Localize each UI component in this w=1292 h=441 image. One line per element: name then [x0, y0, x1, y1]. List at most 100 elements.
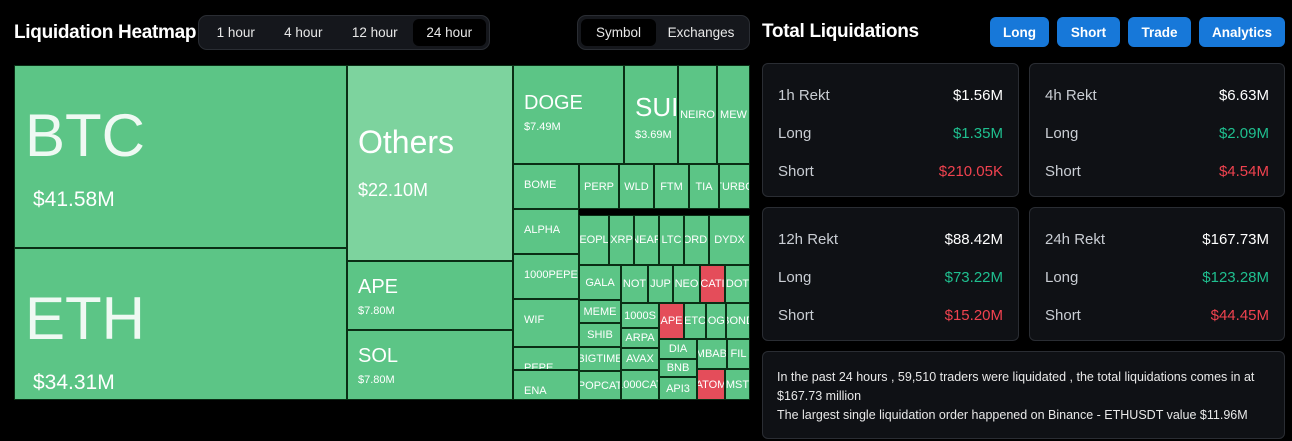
heatmap-tile[interactable]: DOGS [706, 303, 726, 339]
heatmap-tile[interactable]: 1000CAT [621, 370, 659, 400]
heatmap-tile[interactable]: AVAX [621, 348, 659, 370]
long-label: Long [778, 125, 812, 142]
tab-24-hour[interactable]: 24 hour [412, 19, 487, 46]
heatmap-tile[interactable]: BOME [513, 164, 579, 209]
heatmap-tile[interactable]: BNB [659, 359, 697, 377]
heatmap-tile[interactable]: DIA [659, 339, 697, 359]
heatmap-tile[interactable]: ATOM [697, 369, 725, 400]
short-label: Short [778, 163, 814, 180]
heatmap-tile[interactable]: Others $22.10M [347, 65, 513, 261]
heatmap-tile[interactable]: BOND [726, 303, 750, 339]
heatmap-tile[interactable]: NEIRO [678, 65, 717, 164]
heatmap-tile[interactable]: FIL [727, 339, 750, 369]
total-value: $6.63M [1218, 87, 1269, 104]
heatmap-tile[interactable]: TIA [689, 164, 719, 209]
heatmap-tile[interactable]: ETC [684, 303, 706, 339]
heatmap-tile[interactable]: 1000PEPE [513, 254, 579, 299]
long-button[interactable]: Long [990, 17, 1049, 47]
heatmap-tile[interactable]: ALPHA [513, 209, 579, 254]
tile-value: $7.49M [524, 121, 561, 133]
heatmap-tile[interactable]: BTC $41.58M [14, 65, 347, 248]
tile-symbol: ATOM [697, 378, 725, 391]
heatmap-tile[interactable]: ENA [513, 370, 579, 400]
tile-symbol: NEIRO [680, 108, 715, 121]
tab-4-hour[interactable]: 4 hour [284, 25, 323, 40]
tile-symbol: DYDX [714, 234, 745, 246]
total-liquidations-title: Total Liquidations [762, 21, 919, 42]
tile-symbol: BOND [727, 315, 749, 327]
tile-symbol: WLD [624, 180, 649, 193]
tile-value: $7.80M [358, 374, 395, 386]
heatmap-tile[interactable]: APE [659, 303, 684, 339]
tile-symbol: LTC [661, 234, 682, 246]
analytics-button[interactable]: Analytics [1199, 17, 1285, 47]
card-1h-rekt: 1h Rekt $1.56M Long $1.35M Short $210.05K [762, 63, 1019, 197]
heatmap-tile[interactable]: SOL $7.80M [347, 330, 513, 400]
tile-symbol: ARPA [625, 332, 655, 344]
trade-button[interactable]: Trade [1128, 17, 1191, 47]
heatmap-tile[interactable]: DOT [725, 265, 750, 303]
heatmap-tile[interactable]: PERP [579, 164, 619, 209]
heatmap-tile[interactable]: WLD [619, 164, 654, 209]
heatmap-tile[interactable]: PEOPLE [579, 215, 609, 265]
heatmap-tile[interactable]: DYDX [709, 215, 750, 265]
heatmap-tile[interactable]: WIF [513, 299, 579, 347]
heatmap-tile[interactable]: POPCAT [579, 371, 621, 400]
heatmap-tile[interactable]: GALA [579, 265, 621, 300]
tile-value: $34.31M [33, 371, 115, 394]
heatmap-tile[interactable]: 1MBABY [697, 339, 727, 369]
tile-symbol: ETH [25, 285, 145, 352]
heatmap-tile[interactable]: DOGE $7.49M [513, 65, 624, 164]
heatmap-tile[interactable]: LTC [659, 215, 684, 265]
heatmap-tile[interactable]: SUI $3.69M [624, 65, 678, 164]
heatmap-tile[interactable]: MEW [717, 65, 750, 164]
heatmap-tile[interactable]: TURBO [719, 164, 750, 209]
total-value: $1.56M [952, 87, 1003, 104]
heatmap-tile[interactable]: API3 [659, 377, 697, 400]
view-tabs: Symbol Exchanges [577, 15, 750, 50]
heatmap-tile[interactable]: NEAR [634, 215, 659, 265]
period-label: 4h Rekt [1045, 87, 1097, 104]
short-label: Short [1045, 163, 1081, 180]
tile-symbol: 1000S [624, 309, 656, 322]
card-12h-rekt: 12h Rekt $88.42M Long $73.22M Short $15.20M [762, 207, 1019, 341]
heatmap-tile[interactable]: ARPA [621, 328, 659, 348]
heatmap-tile[interactable]: BIGTIME [579, 347, 621, 371]
liquidation-heatmap: BTC $41.58M ETH $34.31M Others $22.10M APE $7.8… [14, 65, 750, 400]
tab-1-hour[interactable]: 1 hour [216, 25, 255, 40]
heatmap-tile[interactable]: SHIB [579, 323, 621, 347]
tile-symbol: SUI [635, 92, 678, 122]
tile-symbol: API3 [666, 382, 690, 395]
long-label: Long [1045, 125, 1079, 142]
tile-symbol: HMSTR [725, 378, 750, 391]
heatmap-tile[interactable]: MEME [579, 300, 621, 323]
summary-line-2: The largest single liquidation order hap… [777, 408, 1248, 422]
long-value: $1.35M [952, 125, 1003, 142]
heatmap-tile[interactable]: APE $7.80M [347, 261, 513, 330]
tile-symbol: POPCAT [579, 379, 621, 392]
tile-symbol: ENA [524, 385, 547, 397]
heatmap-tile[interactable]: JUP [648, 265, 673, 303]
short-label: Short [1045, 307, 1081, 324]
heatmap-tile[interactable]: ORDI [684, 215, 709, 265]
heatmap-tile[interactable]: ETH $34.31M [14, 248, 347, 400]
tile-symbol: NOT [622, 278, 647, 290]
heatmap-tile[interactable]: FTM [654, 164, 689, 209]
tile-symbol: SHIB [587, 329, 613, 341]
tile-symbol: AVAX [626, 353, 654, 365]
total-value: $88.42M [944, 231, 1003, 248]
heatmap-tile[interactable]: 1000S [621, 303, 659, 328]
card-4h-rekt: 4h Rekt $6.63M Long $2.09M Short $4.54M [1029, 63, 1285, 197]
heatmap-tile[interactable]: HMSTR [725, 369, 750, 400]
tab-symbol[interactable]: Symbol [581, 19, 657, 46]
tab-exchanges[interactable]: Exchanges [667, 25, 735, 40]
heatmap-tile[interactable]: XRP [609, 215, 634, 265]
heatmap-tile[interactable]: NOT [621, 265, 648, 303]
tab-12-hour[interactable]: 12 hour [351, 25, 398, 40]
heatmap-tile[interactable]: NEO [673, 265, 700, 303]
summary-line-1: In the past 24 hours , 59,510 traders we… [777, 370, 1255, 403]
tile-symbol: DOGS [707, 315, 725, 327]
heatmap-tile[interactable]: PEPE [513, 347, 579, 370]
heatmap-tile[interactable]: CATI [700, 265, 725, 303]
short-button[interactable]: Short [1057, 17, 1120, 47]
